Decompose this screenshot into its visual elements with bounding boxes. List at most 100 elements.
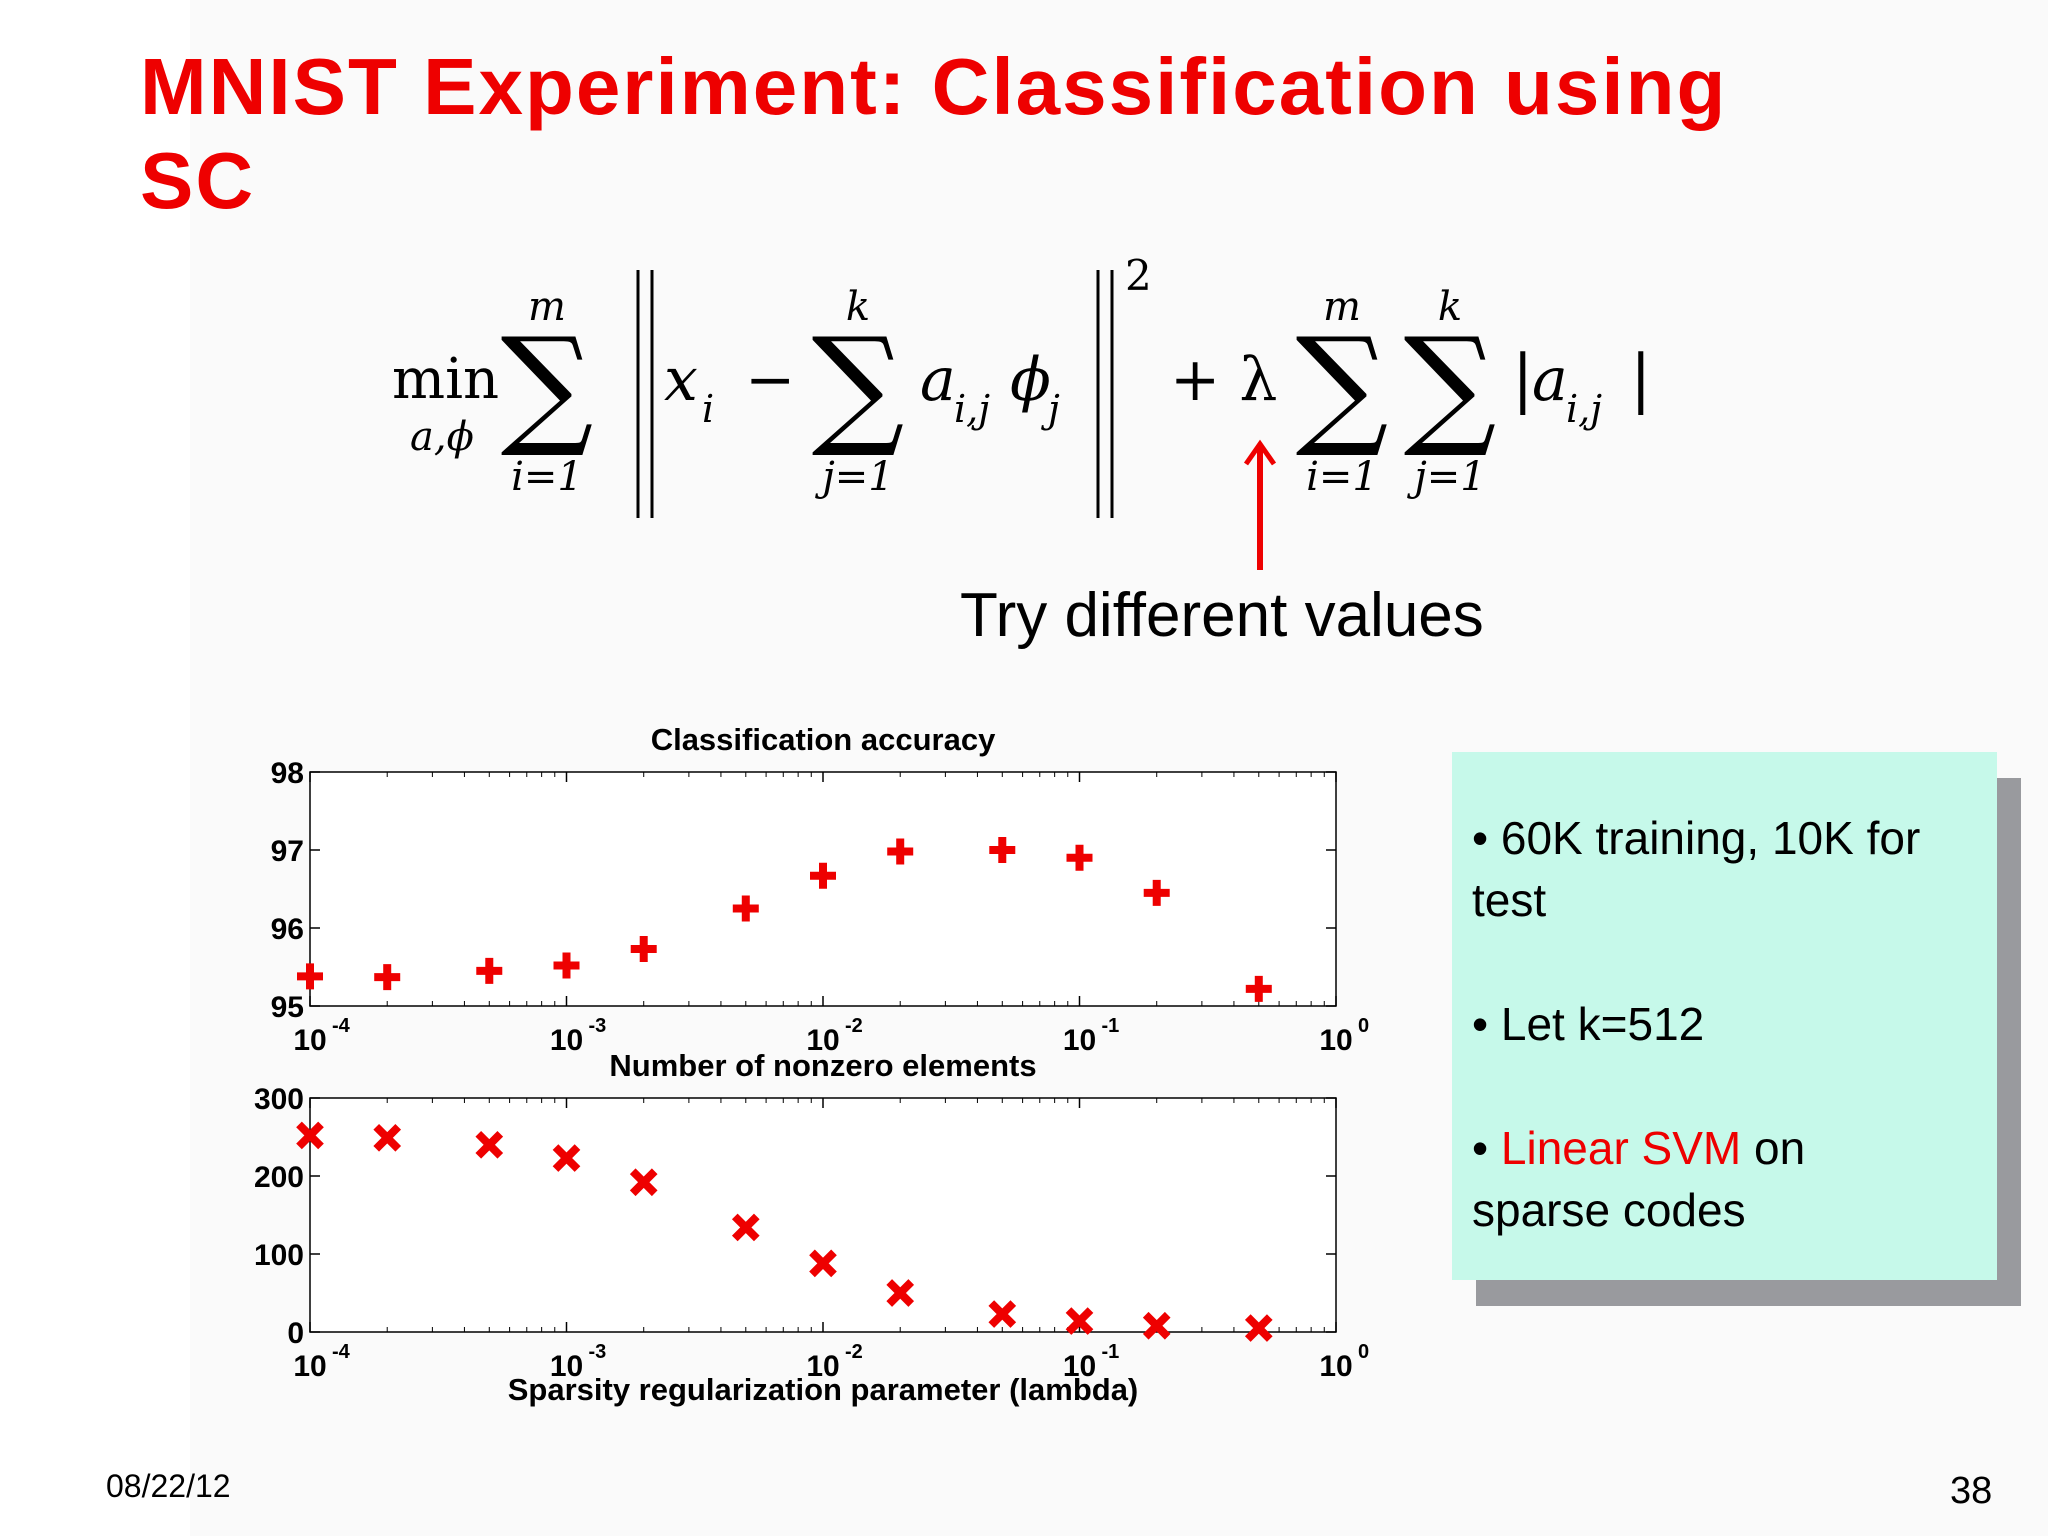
nonzero-y-tick-label: 200 [254,1161,304,1194]
accuracy-x-tick-exponent: -2 [845,1015,863,1037]
nonzero-x-axis-label: Sparsity regularization parameter (lambd… [508,1372,1139,1407]
x-index: i [702,387,714,431]
accuracy-x-tick-label: 10 [1063,1024,1096,1057]
accuracy-x-tick-label: 10 [550,1024,583,1057]
sum4-upper: k [1438,284,1462,330]
try-different-values-label: Try different values [960,581,1484,650]
nonzero-data-point [731,1213,760,1242]
accuracy-x-tick-exponent: -3 [589,1015,607,1037]
accuracy-data-point [732,895,759,922]
a-index: i,j [954,387,990,431]
plus-lambda: + λ [1170,345,1277,415]
a-term: a [920,345,956,415]
x-term: x [664,345,698,415]
nonzero-data-point [988,1300,1017,1328]
accuracy-data-point [989,837,1016,863]
bullet-training-test-text: 60K training, 10K for test [1472,812,1921,926]
accuracy-data-point [810,862,836,889]
accuracy-data-point [374,964,401,991]
phi-term: ϕ [1010,345,1051,415]
nonzero-x-tick-label: 10 [806,1350,839,1383]
nonzero-x-tick-label: 10 [1319,1350,1352,1383]
accuracy-data-point [1066,844,1093,871]
nonzero-data-point [1142,1311,1171,1340]
nonzero-chart: Number of nonzero elements 10 -4 10 -3 10 -2 10… [254,1048,1369,1407]
nonzero-x-tick-exponent: -1 [1102,1341,1120,1363]
nonzero-data-point [475,1130,504,1159]
bullet-k-value: • Let k=512 [1472,993,1987,1055]
accuracy-chart-title: Classification accuracy [651,722,996,757]
sum1-upper: m [528,284,566,330]
nonzero-data-point [296,1121,324,1150]
bullet-symbol: • [1472,812,1489,864]
slide-page-number: 38 [1950,1470,1993,1512]
sum3-upper: m [1323,284,1361,330]
norm-exponent: 2 [1125,251,1152,300]
sum2-upper: k [846,284,870,330]
accuracy-x-tick-label: 10 [806,1024,839,1057]
bullet-symbol: • [1472,1122,1489,1174]
accuracy-y-tick-label: 97 [271,835,304,868]
nonzero-x-tick-exponent: -3 [589,1341,607,1363]
charts-svg: Classification accuracy 10 -4 10 -3 10 -2 10 -1 1… [254,722,1370,1407]
bullet-linear-svm-text-a: on [1741,1122,1806,1174]
nonzero-y-tick-label: 100 [254,1239,304,1272]
abs-close: | [1630,342,1652,416]
accuracy-data-point [1143,879,1170,906]
nonzero-y-tick-label: 0 [287,1317,304,1350]
min-subscript: a,ϕ [410,414,474,460]
sum4-lower: j=1 [1406,454,1485,500]
nonzero-data-point [1065,1307,1094,1335]
abs-a-index: i,j [1566,387,1602,431]
sparse-coding-objective-formula: min a,ϕ m ∑ i=1 x i − k ∑ j=1 a i,j ϕ j … [392,251,1652,518]
accuracy-x-tick-label: 10 [293,1024,326,1057]
nonzero-x-tick-label: 10 [550,1350,583,1383]
sum2-lower: j=1 [814,454,893,500]
bullet-linear-svm-text-b: sparse codes [1472,1184,1746,1236]
accuracy-x-tick-label: 10 [1319,1024,1352,1057]
sum3-symbol: ∑ [1296,309,1389,461]
accuracy-y-tick-label: 98 [271,757,304,790]
nonzero-chart-title: Number of nonzero elements [609,1048,1036,1083]
nonzero-data-point [886,1279,915,1307]
sum1-symbol: ∑ [501,309,594,461]
nonzero-x-tick-exponent: -2 [845,1341,863,1363]
nonzero-data-point [809,1249,837,1278]
bullet-training-test: • 60K training, 10K for test [1472,807,1987,931]
experiment-info-box: • 60K training, 10K for test • Let k=512… [1452,752,1997,1280]
nonzero-data-point [1244,1314,1273,1342]
slide-date: 08/22/12 [106,1468,231,1504]
abs-a-term: a [1532,345,1568,415]
sum4-symbol: ∑ [1404,309,1497,461]
accuracy-y-tick-label: 96 [271,913,304,946]
abs-open: | [1512,342,1534,416]
accuracy-y-tick-label: 95 [271,991,304,1024]
red-up-arrow [1243,439,1277,570]
slide-title: MNIST Experiment: Classification using S… [140,42,1728,225]
accuracy-data-point [630,936,657,963]
minus-sign: − [745,345,795,415]
bullet-linear-svm: • Linear SVM on sparse codes [1472,1117,1987,1241]
linear-svm-highlight: Linear SVM [1500,1122,1742,1174]
nonzero-x-tick-label: 10 [1063,1350,1096,1383]
nonzero-x-tick-label: 10 [293,1350,326,1383]
nonzero-x-tick-exponent: -4 [332,1341,351,1363]
accuracy-data-point [297,963,323,990]
min-operator: min [392,347,499,412]
nonzero-data-point [552,1144,581,1172]
nonzero-data-point [629,1168,658,1197]
bullet-k-value-text: Let k=512 [1500,998,1705,1050]
accuracy-data-point [553,952,580,979]
accuracy-x-tick-exponent: 0 [1358,1015,1369,1037]
accuracy-data-point [476,957,503,984]
accuracy-data-point [887,838,914,865]
sum2-symbol: ∑ [812,309,905,461]
nonzero-plot-frame [309,1097,1337,1333]
accuracy-plot-frame [309,771,1337,1007]
accuracy-data-point [1245,975,1272,1002]
accuracy-x-tick-exponent: -1 [1102,1015,1120,1037]
sum3-lower: i=1 [1306,454,1378,500]
accuracy-chart: Classification accuracy 10 -4 10 -3 10 -2 10 -1 1… [271,722,1370,1057]
nonzero-data-point [373,1123,402,1152]
sum1-lower: i=1 [511,454,583,500]
